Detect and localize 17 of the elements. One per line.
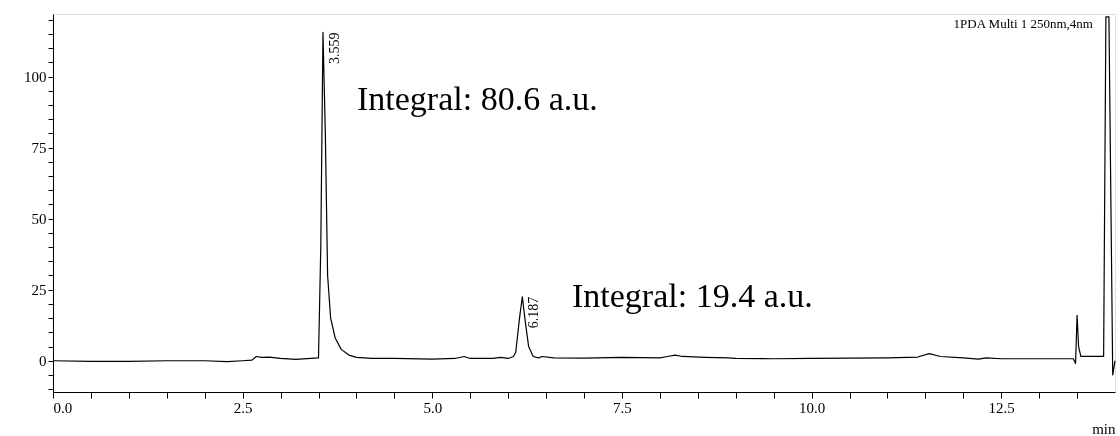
x-tick-label: 0.0	[53, 399, 73, 416]
annotation: Integral: 80.6 a.u.	[357, 80, 598, 117]
y-tick-label: 25	[31, 282, 47, 299]
y-tick-label: 0	[39, 353, 47, 370]
y-tick-label: 75	[31, 140, 47, 157]
annotation: 6.187	[526, 296, 542, 329]
x-tick-label: 2.5	[233, 399, 253, 416]
annotation: Integral: 19.4 a.u.	[572, 277, 813, 314]
y-tick-label: 50	[31, 211, 47, 228]
x-axis-title: min	[1092, 420, 1116, 436]
annotation: 1PDA Multi 1 250nm,4nm	[953, 16, 1093, 31]
x-tick-label: 12.5	[988, 399, 1015, 416]
x-tick-label: 5.0	[423, 399, 443, 416]
x-tick-label: 7.5	[613, 399, 632, 416]
y-tick-label: 100	[24, 69, 47, 86]
annotation: 3.559	[326, 32, 342, 64]
x-tick-label: 10.0	[798, 399, 826, 416]
